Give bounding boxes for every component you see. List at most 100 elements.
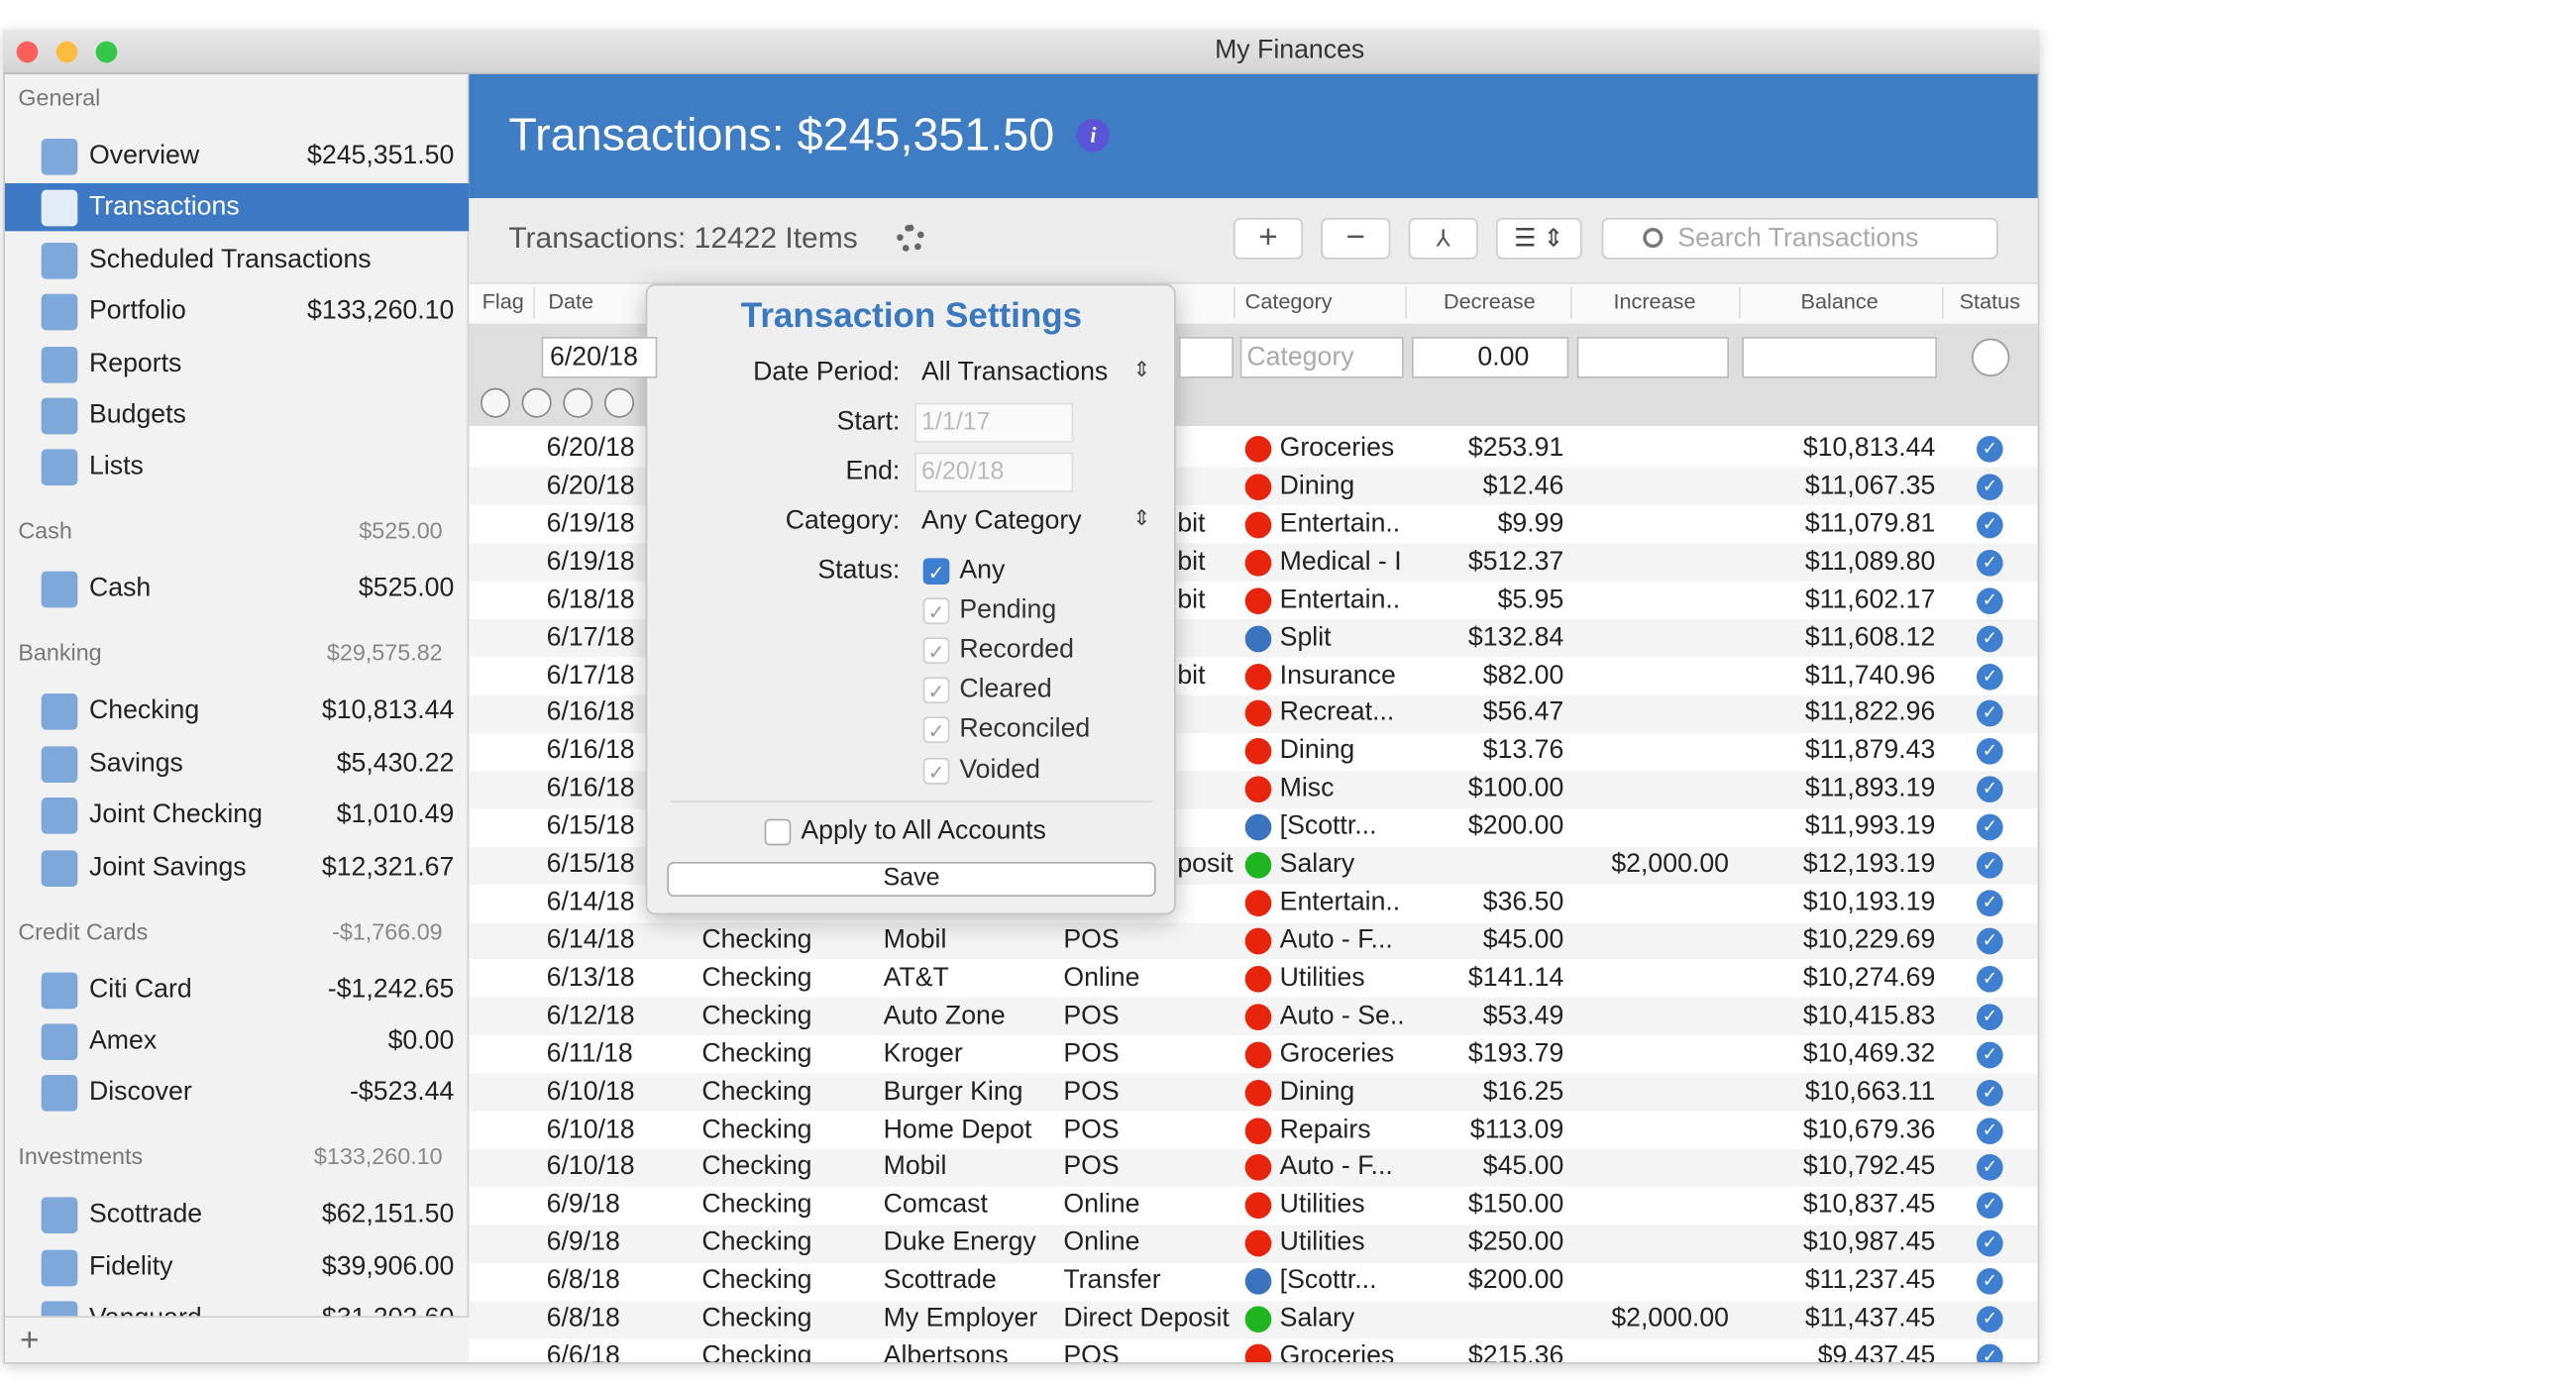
row-action[interactable] bbox=[604, 387, 635, 418]
column-header[interactable]: Category bbox=[1244, 288, 1333, 314]
status-icon[interactable]: ✓ bbox=[1977, 587, 2003, 614]
date-filter[interactable] bbox=[541, 337, 658, 378]
status-icon[interactable]: ✓ bbox=[1977, 1230, 2003, 1257]
category-filter[interactable] bbox=[1239, 337, 1404, 378]
status-icon[interactable]: ✓ bbox=[1977, 927, 2003, 955]
status-checkbox: ✓ bbox=[922, 597, 950, 625]
list-button[interactable] bbox=[1179, 337, 1234, 378]
decrease-cell: $200.00 bbox=[1467, 812, 1564, 841]
split-button[interactable]: ⅄ bbox=[1408, 218, 1478, 260]
status-icon[interactable]: ✓ bbox=[1977, 1268, 2003, 1296]
column-header[interactable]: Date bbox=[548, 288, 594, 314]
account-cell: Checking bbox=[701, 1002, 812, 1030]
sidebar-item[interactable]: Overview bbox=[89, 142, 200, 170]
status-icon[interactable]: ✓ bbox=[1977, 738, 2003, 766]
save-button[interactable] bbox=[667, 862, 1156, 898]
balance-cell: $11,893.19 bbox=[1804, 775, 1936, 803]
status-icon[interactable]: ✓ bbox=[1977, 1117, 2003, 1144]
item-icon bbox=[41, 242, 78, 279]
column-header[interactable]: Decrease bbox=[1443, 288, 1536, 314]
status-icon[interactable]: ✓ bbox=[1977, 700, 2003, 728]
settings-gear[interactable] bbox=[897, 224, 925, 254]
row-action[interactable] bbox=[481, 387, 511, 418]
status-icon[interactable]: ✓ bbox=[1977, 1154, 2003, 1182]
apply-checkbox[interactable] bbox=[764, 818, 792, 846]
category-dot bbox=[1244, 1003, 1272, 1030]
sidebar-item[interactable]: Scottrade bbox=[89, 1201, 203, 1229]
sidebar-item[interactable]: Joint Savings bbox=[89, 852, 247, 882]
sidebar-item[interactable]: Portfolio bbox=[89, 297, 186, 326]
field-value[interactable]: All Transactions bbox=[921, 358, 1109, 387]
row-action[interactable] bbox=[563, 387, 593, 418]
date-cell: 6/16/18 bbox=[546, 698, 635, 728]
status-icon[interactable]: ✓ bbox=[1977, 1306, 2003, 1334]
section-title: General bbox=[18, 84, 101, 111]
date-cell: 6/14/18 bbox=[546, 888, 635, 917]
status-icon[interactable]: ✓ bbox=[1977, 890, 2003, 917]
status-icon[interactable]: ✓ bbox=[1977, 813, 2003, 841]
sidebar-item[interactable]: Cash bbox=[89, 575, 152, 603]
search-placeholder[interactable]: Search Transactions bbox=[1677, 224, 1919, 254]
status-icon[interactable]: ✓ bbox=[1977, 852, 2003, 879]
status-filter[interactable] bbox=[1972, 338, 2010, 377]
column-header[interactable]: Status bbox=[1959, 288, 2021, 314]
column-header[interactable]: Increase bbox=[1613, 288, 1696, 314]
status-icon[interactable]: ✓ bbox=[1977, 436, 2003, 463]
type-cell: POS bbox=[1063, 1002, 1120, 1030]
increase-filter[interactable] bbox=[1576, 337, 1730, 378]
sidebar-item[interactable]: Citi Card bbox=[89, 975, 192, 1004]
view-button[interactable]: ☰ ⇕ bbox=[1496, 218, 1582, 260]
status-icon[interactable]: ✓ bbox=[1977, 1079, 2003, 1107]
sidebar-item[interactable]: Reports bbox=[89, 349, 182, 377]
info-icon[interactable]: i bbox=[1076, 119, 1111, 153]
sidebar-item[interactable]: Transactions bbox=[89, 193, 240, 222]
item-icon bbox=[41, 139, 78, 175]
column-divider bbox=[1405, 287, 1408, 319]
sidebar-item[interactable]: Joint Checking bbox=[89, 800, 263, 829]
column-header[interactable]: Balance bbox=[1800, 288, 1878, 314]
add-account-button[interactable]: + bbox=[20, 1323, 40, 1359]
status-icon[interactable]: ✓ bbox=[1977, 549, 2003, 577]
status-checkbox[interactable]: ✓ bbox=[922, 558, 950, 586]
zoom-button[interactable] bbox=[95, 41, 118, 63]
field-value[interactable]: Any Category bbox=[921, 506, 1082, 536]
status-icon[interactable]: ✓ bbox=[1977, 663, 2003, 690]
status-icon[interactable]: ✓ bbox=[1977, 776, 2003, 803]
date-cell: 6/10/18 bbox=[546, 1077, 635, 1107]
sidebar-item[interactable]: Discover bbox=[89, 1078, 192, 1108]
minimize-button[interactable] bbox=[55, 41, 78, 63]
sidebar-item[interactable]: Scheduled Transactions bbox=[89, 245, 372, 274]
close-button[interactable] bbox=[16, 41, 39, 63]
status-icon[interactable]: ✓ bbox=[1977, 511, 2003, 539]
balance-cell: $10,415.83 bbox=[1802, 1002, 1936, 1030]
sidebar-item[interactable]: Budgets bbox=[89, 401, 186, 430]
status-icon[interactable]: ✓ bbox=[1977, 1041, 2003, 1068]
sidebar-item[interactable]: Fidelity bbox=[89, 1252, 173, 1281]
search-field[interactable] bbox=[1601, 218, 1998, 260]
sidebar-item[interactable]: Amex bbox=[89, 1026, 158, 1056]
status-icon[interactable]: ✓ bbox=[1977, 1192, 2003, 1220]
date-filter-value: 6/20/18 bbox=[550, 343, 638, 373]
sidebar-item[interactable]: Lists bbox=[89, 453, 144, 481]
decrease-filter[interactable] bbox=[1412, 337, 1569, 378]
row-action[interactable] bbox=[521, 387, 552, 418]
add-button[interactable]: + bbox=[1234, 218, 1304, 260]
column-header[interactable]: Flag bbox=[482, 288, 524, 314]
date-cell: 6/12/18 bbox=[546, 1002, 635, 1030]
balance-filter[interactable] bbox=[1742, 337, 1938, 378]
field-label: Start: bbox=[836, 407, 901, 437]
remove-button[interactable]: − bbox=[1321, 218, 1391, 260]
date-field[interactable] bbox=[914, 402, 1074, 443]
sidebar-item[interactable]: Checking bbox=[89, 696, 200, 726]
status-icon[interactable]: ✓ bbox=[1977, 474, 2003, 500]
payee-cell: Scottrade bbox=[883, 1266, 997, 1296]
status-icon[interactable]: ✓ bbox=[1977, 624, 2003, 652]
sidebar-item[interactable]: Savings bbox=[89, 749, 183, 778]
status-checkbox: ✓ bbox=[922, 716, 950, 744]
status-option: Reconciled bbox=[959, 715, 1091, 744]
status-icon[interactable]: ✓ bbox=[1977, 965, 2003, 993]
date-field[interactable] bbox=[914, 452, 1074, 492]
status-icon[interactable]: ✓ bbox=[1977, 1003, 2003, 1030]
status-icon[interactable]: ✓ bbox=[1977, 1343, 2003, 1363]
